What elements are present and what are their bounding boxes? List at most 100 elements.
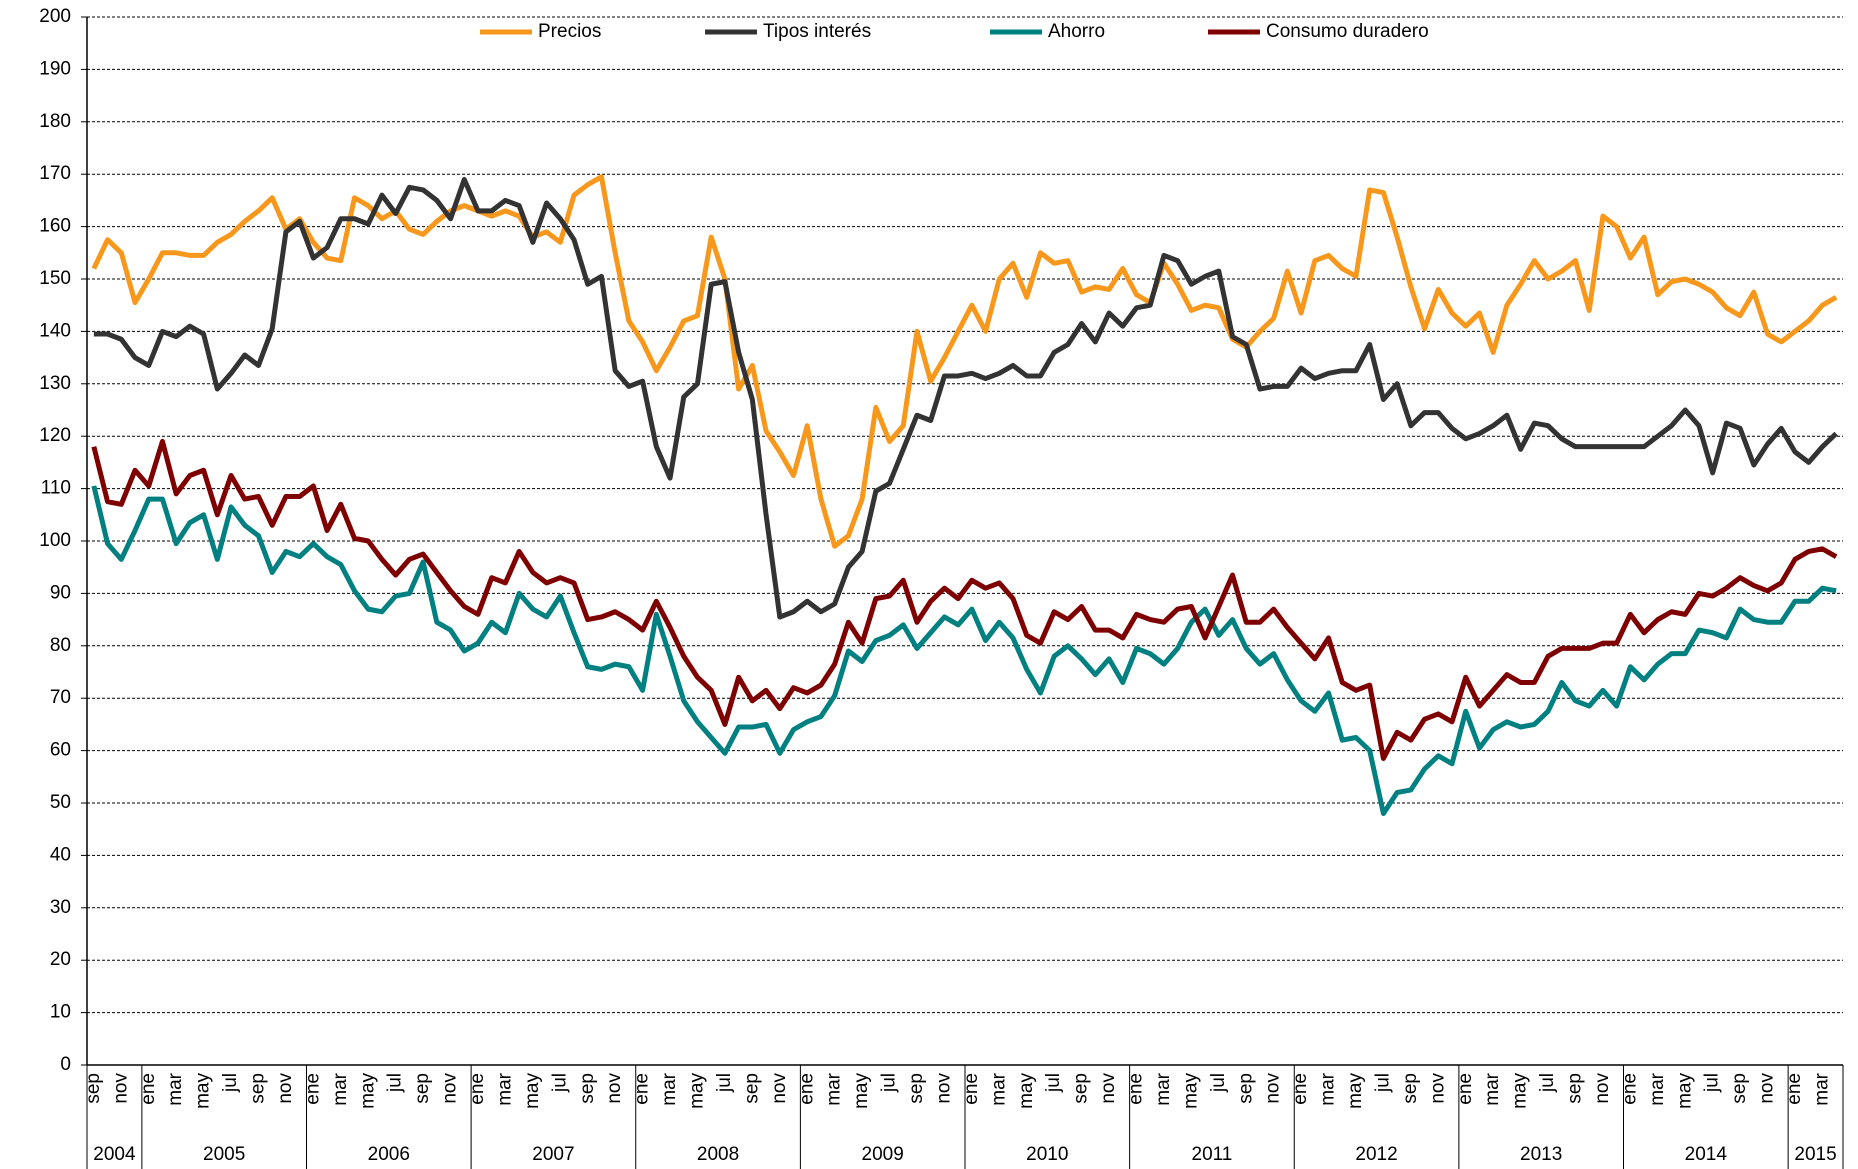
year-label: 2004 [93,1144,136,1165]
y-tick-label: 40 [50,844,71,865]
x-tick-label: ene [632,1073,653,1105]
x-tick-label: mar [1318,1072,1339,1105]
x-tick-label: sep [1565,1073,1586,1104]
y-tick-label: 110 [41,478,71,499]
year-label: 2011 [1192,1144,1233,1165]
y-tick-label: 70 [50,687,71,708]
x-tick-label: may [193,1073,214,1109]
x-tick-label: nov [933,1073,954,1104]
x-tick-label: sep [741,1073,762,1104]
x-tick-label: may [851,1073,872,1109]
x-tick-label: ene [961,1073,982,1105]
x-tick-label: ene [302,1073,323,1105]
x-tick-label: mar [1153,1072,1174,1105]
x-tick-label: nov [1757,1073,1778,1104]
x-tick-label: jul [549,1073,570,1093]
y-tick-label: 200 [39,6,71,27]
x-tick-label: jul [714,1073,735,1093]
x-tick-label: nov [1427,1073,1448,1104]
year-label: 2015 [1794,1144,1836,1165]
x-tick-label: sep [1071,1073,1092,1104]
series-line [93,176,1838,620]
x-tick-label: jul [1043,1073,1064,1093]
x-tick-label: jul [1372,1073,1393,1093]
y-tick-label: 60 [50,740,71,761]
x-tick-label: ene [1784,1073,1805,1105]
x-tick-label: sep [577,1073,598,1104]
x-tick-label: jul [1702,1073,1723,1093]
x-tick-label: ene [138,1073,159,1105]
y-tick-label: 190 [39,58,71,79]
x-tick-label: may [357,1073,378,1109]
legend-label: Consumo duradero [1266,21,1429,42]
x-tick-label: nov [769,1073,790,1104]
y-tick-label: 150 [39,268,71,289]
legend-label: Ahorro [1048,21,1105,42]
x-tick-label: sep [248,1073,269,1104]
x-tick-label: jul [385,1073,406,1093]
legend-label: Precios [538,21,601,42]
x-tick-label: sep [1729,1073,1750,1104]
x-tick-label: ene [1126,1073,1147,1105]
x-tick-label: mar [1811,1072,1832,1105]
x-tick-label: mar [824,1072,845,1105]
year-label: 2013 [1520,1144,1562,1165]
x-tick-label: nov [1263,1073,1284,1104]
year-label: 2008 [697,1144,739,1165]
x-tick-label: mar [165,1072,186,1105]
x-tick-label: mar [1647,1072,1668,1105]
series-line [91,438,1838,761]
y-tick-label: 170 [39,163,71,184]
y-tick-label: 30 [50,897,71,918]
year-label: 2010 [1026,1144,1068,1165]
year-label: 2006 [368,1144,410,1165]
y-tick-label: 0 [60,1054,71,1075]
x-tick-label: ene [1455,1073,1476,1105]
x-tick-label: jul [1208,1073,1229,1093]
x-tick-label: jul [1537,1073,1558,1093]
y-tick-label: 140 [39,320,71,341]
x-tick-label: ene [1619,1073,1640,1105]
x-tick-label: jul [220,1073,241,1093]
x-tick-label: mar [988,1072,1009,1105]
x-tick-label: may [522,1073,543,1109]
x-tick-label: nov [1592,1073,1613,1104]
x-tick-label: mar [1482,1072,1503,1105]
series-line [91,174,1838,549]
year-label: 2014 [1685,1144,1728,1165]
x-tick-label: nov [275,1073,296,1104]
x-tick-label: mar [494,1072,515,1105]
year-label: 2012 [1355,1144,1397,1165]
x-tick-label: may [1674,1073,1695,1109]
x-tick-label: nov [110,1073,131,1104]
y-tick-label: 100 [39,530,71,551]
year-label: 2007 [532,1144,574,1165]
x-tick-label: ene [1290,1073,1311,1105]
x-tick-label: sep [1400,1073,1421,1104]
y-tick-label: 120 [39,425,71,446]
x-tick-label: ene [796,1073,817,1105]
x-tick-label: jul [879,1073,900,1093]
year-label: 2005 [203,1144,245,1165]
x-tick-label: sep [906,1073,927,1104]
x-tick-label: mar [330,1072,351,1105]
x-tick-label: may [1180,1073,1201,1109]
x-tick-label: sep [83,1073,104,1104]
x-tick-label: may [1345,1073,1366,1109]
x-tick-label: nov [1098,1073,1119,1104]
x-tick-label: mar [659,1072,680,1105]
x-tick-label: may [687,1073,708,1109]
y-tick-label: 80 [50,635,71,656]
year-label: 2009 [862,1144,904,1165]
y-tick-label: 180 [39,111,71,132]
x-tick-label: nov [440,1073,461,1104]
y-tick-label: 90 [50,582,71,603]
x-tick-label: may [1016,1073,1037,1109]
x-tick-label: may [1510,1073,1531,1109]
x-tick-label: nov [604,1073,625,1104]
legend-label: Tipos interés [763,21,871,42]
y-tick-label: 20 [50,949,71,970]
series-line [91,485,1837,816]
x-tick-label: sep [412,1073,433,1104]
